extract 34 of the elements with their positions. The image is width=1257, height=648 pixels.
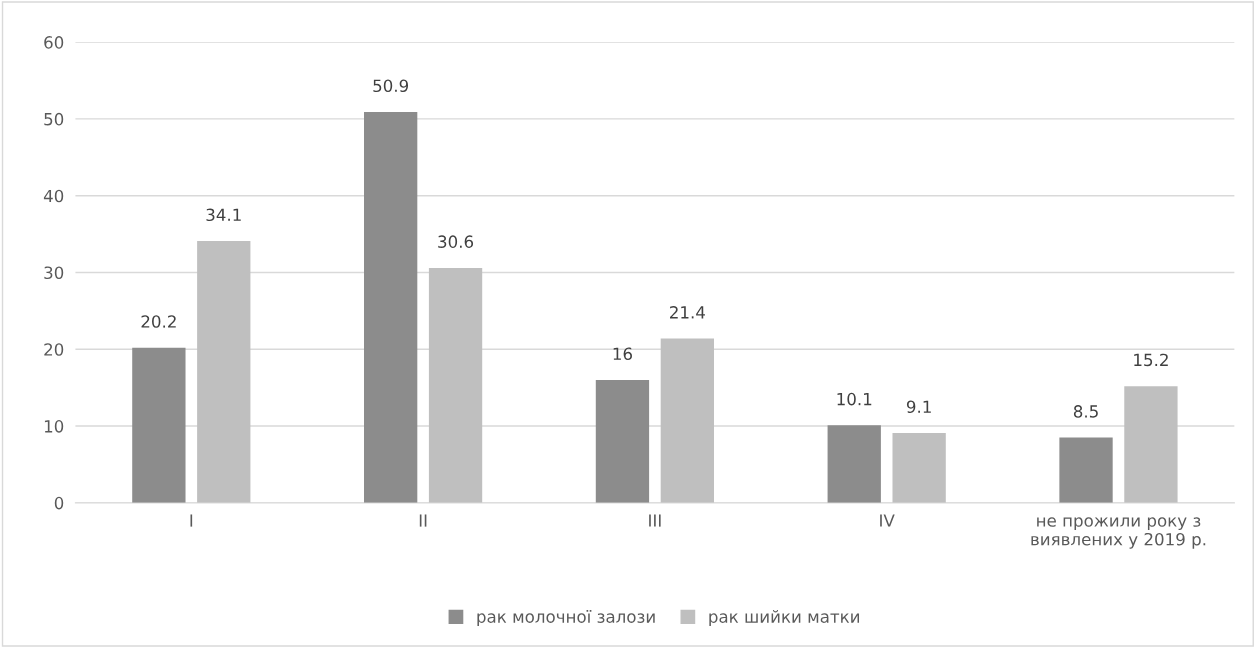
data-label: 34.1 (206, 208, 241, 222)
x-tick-label: III (649, 514, 661, 527)
y-tick-label: 50 (44, 112, 64, 126)
x-tick-label: не прожили року з виявлених у 2019 р. (1031, 517, 1206, 549)
bar (595, 379, 650, 503)
data-label: 16 (613, 347, 632, 361)
bar (660, 338, 714, 503)
bar (1059, 437, 1113, 503)
bar (197, 241, 251, 503)
data-label: 50.9 (373, 79, 409, 93)
legend-label: рак молочної залози (477, 610, 655, 627)
data-label: 20.2 (141, 315, 176, 328)
bar (1124, 386, 1178, 503)
data-label: 10.1 (837, 392, 872, 406)
y-tick-label: 30 (44, 266, 64, 280)
x-tick-label: II (419, 514, 427, 527)
y-tick-label: 60 (44, 36, 64, 49)
data-label: 9.1 (906, 400, 931, 414)
x-tick-label: IV (880, 514, 895, 527)
bar (428, 267, 483, 503)
legend-label: рак шийки матки (709, 610, 860, 627)
bar (892, 432, 946, 503)
data-label: 15.2 (1134, 353, 1168, 367)
bar (364, 112, 418, 503)
data-label: 21.4 (670, 306, 705, 319)
y-tick-label: 0 (54, 496, 64, 510)
y-tick-label: 10 (44, 420, 64, 433)
x-tick-label: I (190, 514, 193, 527)
data-label: 30.6 (438, 235, 474, 248)
bar (132, 347, 186, 503)
data-label: 8.5 (1073, 405, 1098, 418)
y-tick-label: 20 (44, 343, 64, 356)
y-tick-label: 40 (43, 189, 64, 203)
bar (827, 425, 881, 503)
